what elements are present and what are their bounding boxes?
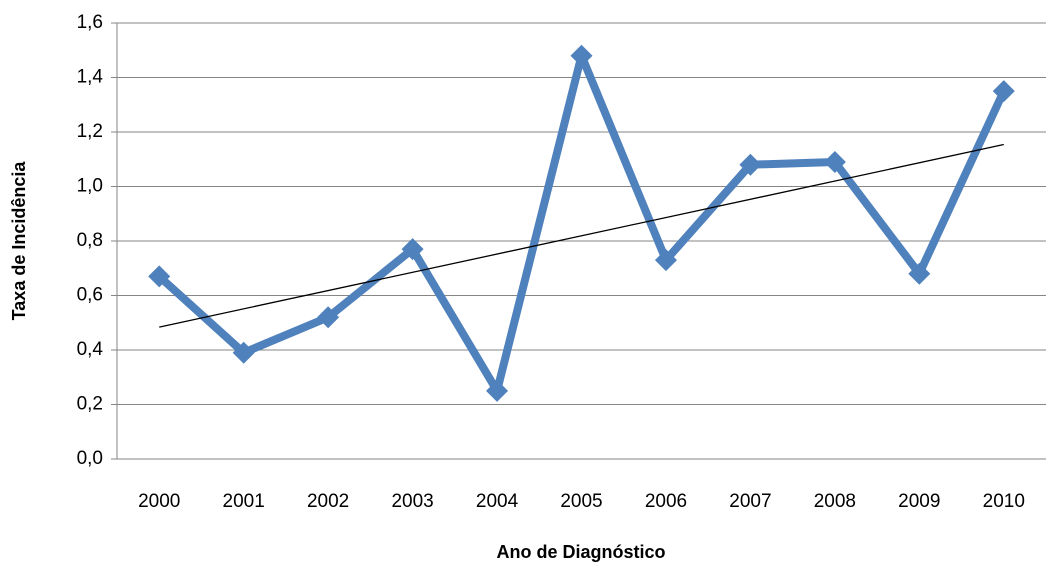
x-tick-label: 2008 <box>814 491 856 512</box>
marker <box>823 150 846 173</box>
x-tick-label: 2004 <box>476 491 519 512</box>
x-tick-label: 2003 <box>391 491 433 512</box>
y-axis-title: Taxa de Incidência <box>9 161 29 321</box>
marker <box>908 262 931 285</box>
marker <box>570 44 593 67</box>
marker <box>401 238 424 261</box>
y-tick-label: 0,0 <box>77 448 103 469</box>
x-tick-label: 2007 <box>729 491 771 512</box>
trendline <box>159 143 1004 328</box>
y-tick-label: 1,2 <box>77 121 103 142</box>
x-tick-label: 2005 <box>560 491 602 512</box>
y-tick-label: 1,4 <box>77 67 104 88</box>
marker <box>232 341 255 364</box>
x-tick-label: 2002 <box>307 491 349 512</box>
marker <box>317 306 340 329</box>
x-tick-label: 2006 <box>645 491 687 512</box>
marker <box>486 379 509 402</box>
marker <box>148 265 171 288</box>
x-tick-label: 2001 <box>223 491 265 512</box>
y-tick-label: 0,2 <box>77 394 103 415</box>
y-tick-label: 1,6 <box>77 12 103 33</box>
x-tick-label: 2009 <box>898 491 940 512</box>
x-tick-label: 2010 <box>983 491 1025 512</box>
x-tick-label: 2000 <box>138 491 180 512</box>
marker <box>739 153 762 176</box>
y-tick-label: 0,8 <box>77 230 103 251</box>
marker <box>654 249 677 272</box>
x-axis-title: Ano de Diagnóstico <box>496 542 665 562</box>
data-line <box>156 51 1008 395</box>
y-tick-label: 0,6 <box>77 285 103 306</box>
y-tick-label: 1,0 <box>77 176 103 197</box>
marker <box>992 80 1015 103</box>
y-tick-label: 0,4 <box>77 339 104 360</box>
